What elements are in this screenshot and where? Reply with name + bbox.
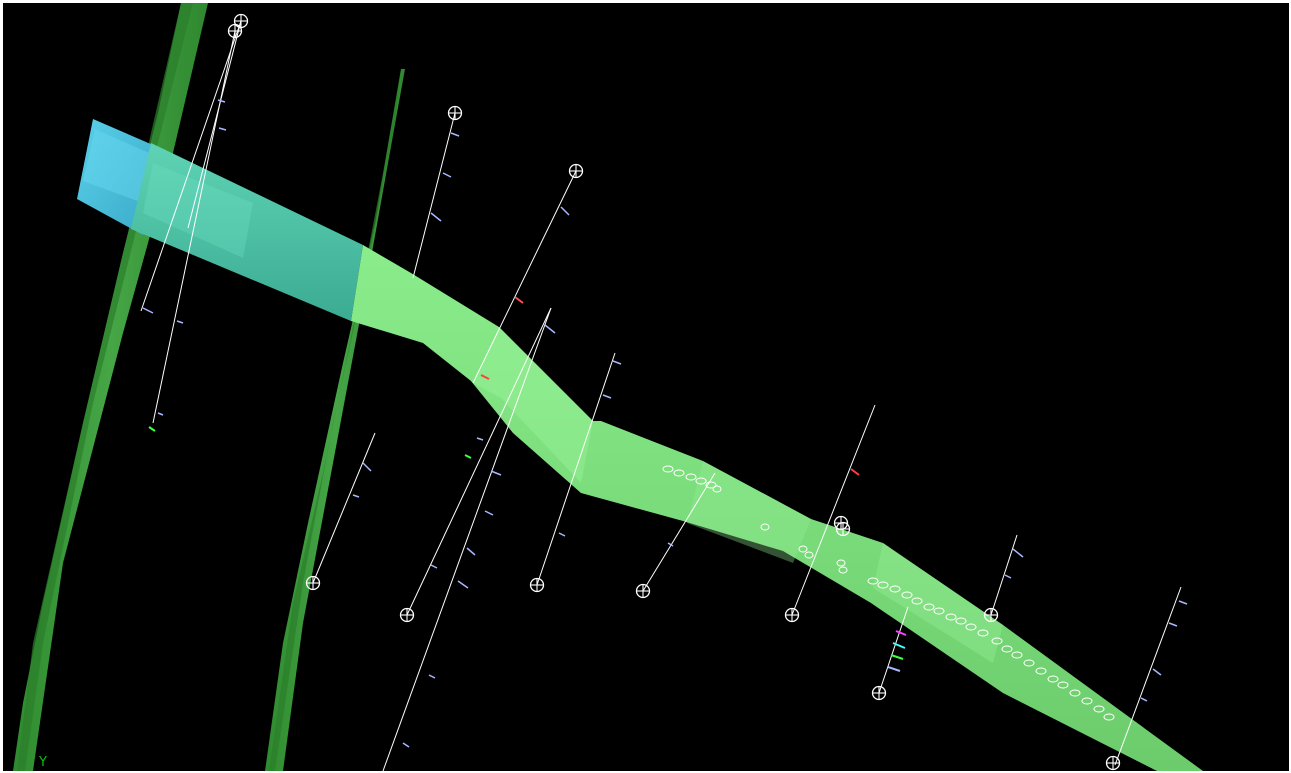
crosshair-circle-icon xyxy=(229,25,242,38)
crosshair-circle-icon xyxy=(307,577,320,590)
crosshair-circle-icon xyxy=(449,107,462,120)
crosshair-circle-icon xyxy=(1107,757,1120,770)
crosshair-circle-icon xyxy=(570,165,583,178)
crosshair-circle-icon xyxy=(401,609,414,622)
3d-scene[interactable] xyxy=(3,3,1289,771)
crosshair-circle-icon xyxy=(873,687,886,700)
crosshair-circle-icon xyxy=(985,609,998,622)
fault-plane-left[interactable] xyxy=(13,3,208,771)
crosshair-circle-icon xyxy=(531,579,544,592)
crosshair-circle-icon xyxy=(637,585,650,598)
horizon-surface-teal[interactable] xyxy=(131,143,363,321)
crosshair-circle-icon xyxy=(837,523,850,536)
crosshair-circle-icon xyxy=(786,609,799,622)
3d-viewport[interactable]: Y xyxy=(3,3,1289,771)
crosshair-circle-icon xyxy=(235,15,248,28)
y-axis-indicator: Y xyxy=(39,756,47,769)
fault-plane-middle[interactable] xyxy=(265,69,405,771)
